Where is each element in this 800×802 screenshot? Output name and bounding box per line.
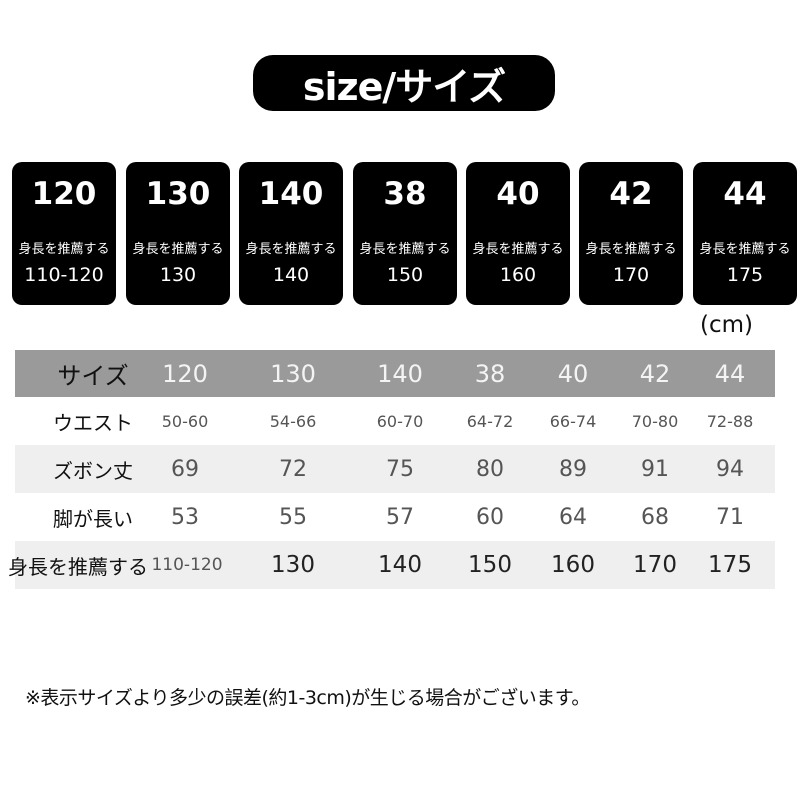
page-title: size/サイズ [253,55,555,111]
card-label: 身長を推薦する [132,242,224,257]
card-label: 身長を推薦する [699,242,791,257]
table-cell: 50-60 [161,411,209,431]
card-size: 44 [723,176,767,212]
table-cell: 89 [559,456,587,482]
table-cell: 170 [633,552,677,578]
table-cell: 94 [716,456,744,482]
disclaimer-note: ※表示サイズより多少の誤差(約1-3cm)が生じる場合がございます。 [25,687,590,709]
card-size: 130 [145,176,211,212]
row-label: サイズ [57,362,129,390]
table-cell: 80 [476,456,504,482]
size-card: 44 身長を推薦する 175 [693,162,797,305]
card-label: 身長を推薦する [472,242,564,257]
table-row: 脚が長い 53 55 57 60 64 68 71 [15,493,775,541]
table-cell: 38 [474,359,506,388]
table-cell: 91 [641,456,669,482]
table-cell: 120 [162,359,208,388]
table-cell: 160 [551,552,595,578]
table-header-row: サイズ 120 130 140 38 40 42 44 [15,350,775,397]
table-cell: 64 [559,504,587,530]
table-row: ウエスト 50-60 54-66 60-70 64-72 66-74 70-80 72-88 [15,397,775,445]
table-cell: 75 [386,456,414,482]
table-cell: 110-120 [151,555,223,575]
table-row: 身長を推薦する 110-120 130 140 150 160 170 175 [8,541,775,589]
size-card: 40 身長を推薦する 160 [466,162,570,305]
size-card: 120 身長を推薦する 110-120 [12,162,116,305]
row-label: 脚が長い [53,506,133,531]
card-size: 140 [258,176,324,212]
table-cell: 64-72 [466,411,514,431]
row-label: ウエスト [53,410,133,435]
table-cell: 71 [716,504,744,530]
card-height: 160 [499,264,537,286]
card-size: 42 [609,176,653,212]
size-card: 130 身長を推薦する 130 [126,162,230,305]
size-card: 140 身長を推薦する 140 [239,162,343,305]
table-cell: 140 [378,552,422,578]
table-cell: 140 [377,359,423,388]
table-cell: 72-88 [706,411,754,431]
table-cell: 55 [279,504,307,530]
table-cell: 40 [557,359,589,388]
row-label: ズボン丈 [53,458,133,483]
table-cell: 57 [386,504,414,530]
table-cell: 175 [708,552,752,578]
card-height: 170 [612,264,650,286]
table-cell: 130 [271,552,315,578]
unit-label: (cm) [700,312,753,338]
table-cell: 42 [639,359,671,388]
card-height: 110-120 [24,264,104,286]
table-row: ズボン丈 69 72 75 80 89 91 94 [15,445,775,493]
card-label: 身長を推薦する [585,242,677,257]
table-cell: 69 [171,456,199,482]
table-cell: 60-70 [376,411,424,431]
card-height: 150 [386,264,424,286]
row-label: 身長を推薦する [8,554,148,579]
size-table: サイズ 120 130 140 38 40 42 44 ウエスト 50-60 54-66 60-70 6… [8,350,775,589]
table-cell: 150 [468,552,512,578]
card-height: 140 [272,264,310,286]
table-cell: 70-80 [631,411,679,431]
card-height: 175 [726,264,764,286]
table-cell: 53 [171,504,199,530]
card-label: 身長を推薦する [245,242,337,257]
card-label: 身長を推薦する [18,242,110,257]
card-size: 38 [383,176,427,212]
table-cell: 44 [714,359,746,388]
card-size: 120 [31,176,97,212]
card-size: 40 [496,176,540,212]
table-cell: 130 [270,359,316,388]
size-card: 38 身長を推薦する 150 [353,162,457,305]
table-cell: 54-66 [269,411,317,431]
card-label: 身長を推薦する [359,242,451,257]
table-cell: 72 [279,456,307,482]
table-cell: 60 [476,504,504,530]
size-card: 42 身長を推薦する 170 [579,162,683,305]
card-height: 130 [159,264,197,286]
table-cell: 66-74 [549,411,597,431]
table-cell: 68 [641,504,669,530]
